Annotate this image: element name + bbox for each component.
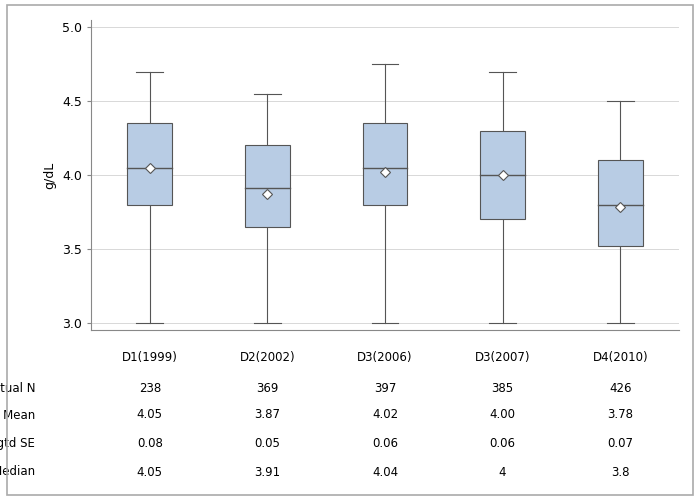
- Text: 3.87: 3.87: [254, 408, 281, 422]
- Text: 4.05: 4.05: [136, 466, 163, 478]
- Text: D3(2006): D3(2006): [357, 352, 413, 364]
- Text: 397: 397: [374, 382, 396, 394]
- Text: 3.78: 3.78: [607, 408, 634, 422]
- Text: D1(1999): D1(1999): [122, 352, 178, 364]
- Text: 0.08: 0.08: [137, 437, 162, 450]
- Text: 4.04: 4.04: [372, 466, 398, 478]
- Text: Wgtd Median: Wgtd Median: [0, 466, 35, 478]
- Text: Actual N: Actual N: [0, 382, 35, 394]
- Text: 4.05: 4.05: [136, 408, 163, 422]
- Text: Wgtd Mean: Wgtd Mean: [0, 408, 35, 422]
- Bar: [245, 146, 290, 226]
- Text: 369: 369: [256, 382, 279, 394]
- Text: D4(2010): D4(2010): [592, 352, 648, 364]
- Text: 4.02: 4.02: [372, 408, 398, 422]
- Bar: [127, 124, 172, 204]
- Text: 4.00: 4.00: [489, 408, 516, 422]
- Text: D3(2007): D3(2007): [475, 352, 531, 364]
- Bar: [598, 160, 643, 246]
- Text: 3.91: 3.91: [254, 466, 281, 478]
- Text: 238: 238: [139, 382, 161, 394]
- Text: 0.07: 0.07: [607, 437, 634, 450]
- Y-axis label: g/dL: g/dL: [43, 162, 57, 188]
- Text: 0.05: 0.05: [255, 437, 280, 450]
- Text: 0.06: 0.06: [489, 437, 516, 450]
- Text: 4: 4: [499, 466, 506, 478]
- Text: D2(2002): D2(2002): [239, 352, 295, 364]
- Bar: [363, 124, 407, 204]
- Text: 426: 426: [609, 382, 631, 394]
- Text: 385: 385: [491, 382, 514, 394]
- Text: 0.06: 0.06: [372, 437, 398, 450]
- Bar: [480, 130, 525, 220]
- Text: Wgtd SE: Wgtd SE: [0, 437, 35, 450]
- Text: 3.8: 3.8: [611, 466, 629, 478]
